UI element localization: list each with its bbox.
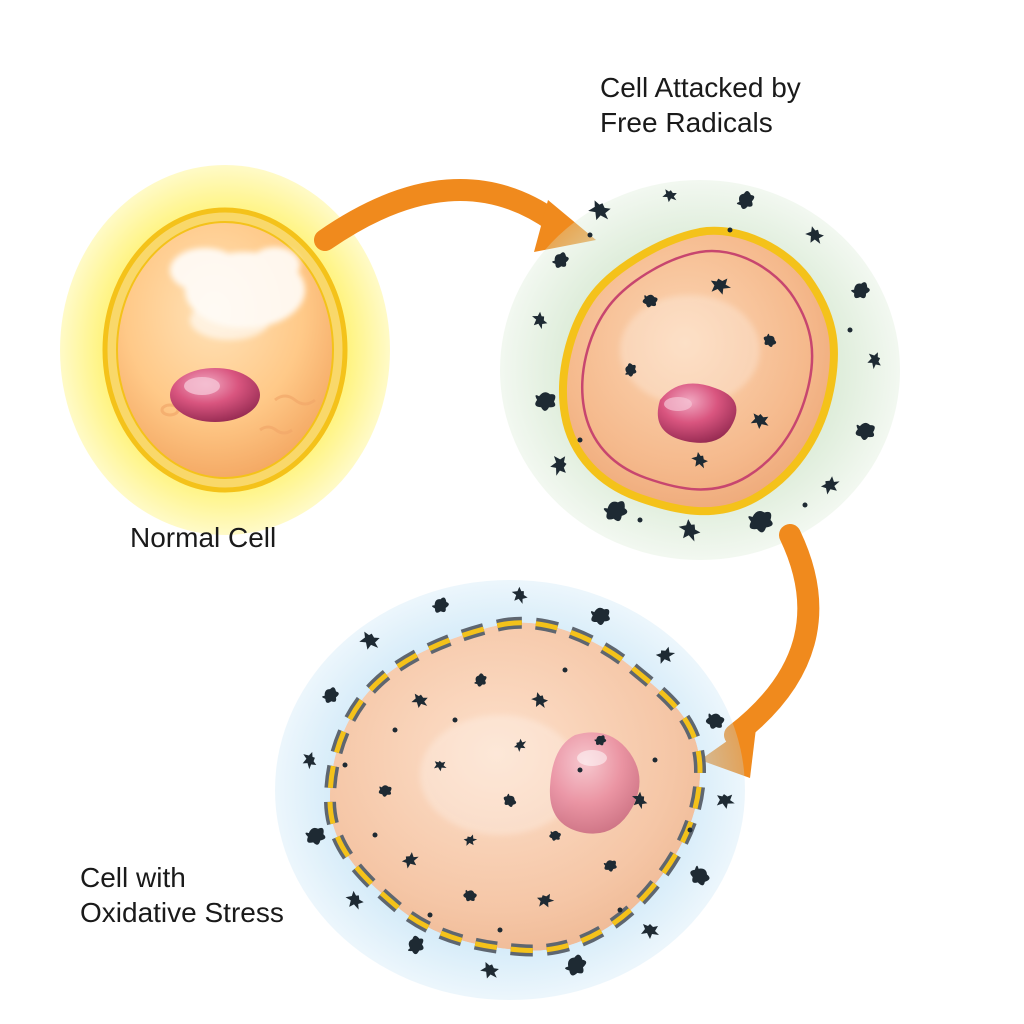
stressed-cell bbox=[275, 580, 745, 1000]
attacked-cell bbox=[500, 180, 900, 560]
label-attacked-cell: Cell Attacked by Free Radicals bbox=[600, 70, 801, 140]
label-stressed-cell: Cell with Oxidative Stress bbox=[80, 860, 284, 930]
label-normal-cell: Normal Cell bbox=[130, 520, 276, 555]
